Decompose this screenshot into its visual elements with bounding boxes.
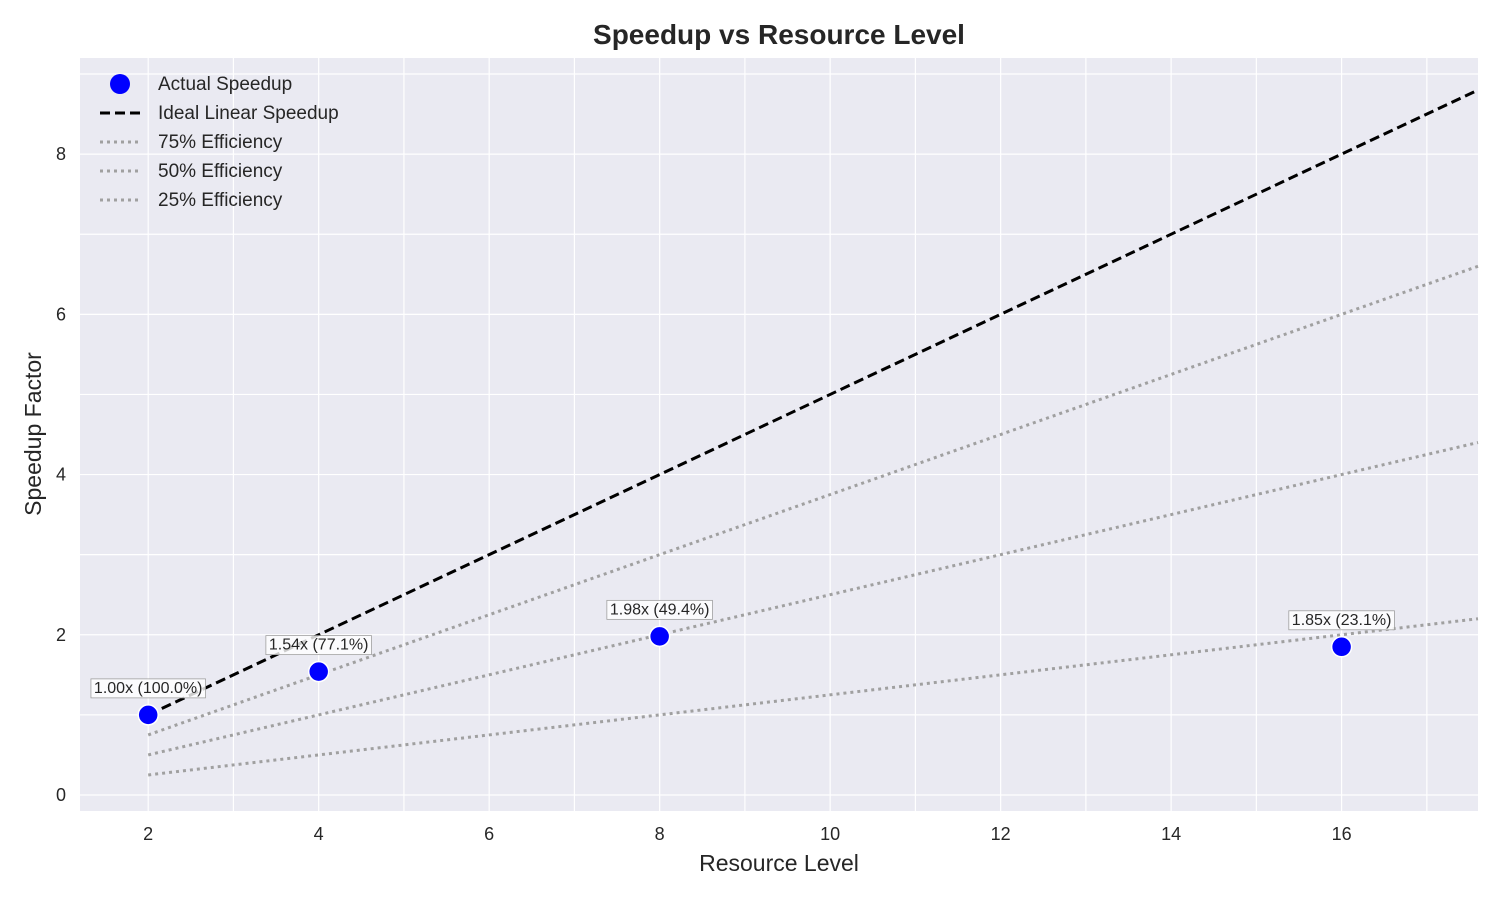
legend-entry: 50% Efficiency [100,161,283,182]
annotation-label: 1.98x (49.4%) [610,601,710,618]
x-tick-labels: 24681012141618 [143,824,1352,844]
legend-entry: Actual Speedup [110,74,292,95]
annotation-box [265,635,372,656]
x-tick-label: 6 [484,824,494,844]
legend-label: 50% Efficiency [158,161,283,182]
annotation-box [90,678,206,699]
y-tick-labels: 0 2 4 6 8 [56,144,66,805]
annotation-box [1288,610,1395,631]
x-tick-label: 16 [1332,824,1352,844]
y-tick-label: 2 [56,625,66,645]
chart-title: Speedup vs Resource Level [593,19,965,50]
x-tick-label: 14 [1161,824,1181,844]
y-axis-label: Speedup Factor [20,352,46,516]
reference-lines [147,88,1479,777]
point-annotations: 1.00x (100.0%) 1.54x (77.1%) 1.98x (49.4%)… [90,599,1395,699]
y-tick-label: 0 [56,785,66,805]
legend: Actual Speedup Ideal Linear Speedup 75% Ef… [100,74,339,211]
scatter-point [307,660,330,683]
scatter-point [137,704,159,726]
x-tick-label: 2 [143,824,153,844]
x-tick-label: 12 [991,824,1011,844]
annotation-label: 1.85x (23.1%) [1292,612,1392,629]
series-line-25-efficiency [148,617,1479,777]
legend-label: 75% Efficiency [158,132,283,153]
scatter-point [1330,636,1353,658]
data-points [137,625,1353,726]
legend-entry: 75% Efficiency [100,132,283,153]
grid-lines [80,58,1478,811]
point-annotation: 1.54x (77.1%) [265,635,372,656]
legend-label: 25% Efficiency [158,190,283,211]
legend-label: Actual Speedup [158,74,292,95]
annotation-label: 1.54x (77.1%) [269,637,369,654]
annotation-box [606,599,713,620]
x-tick-label: 10 [820,824,840,844]
y-tick-label: 6 [56,304,66,324]
legend-entry: 25% Efficiency [100,190,283,211]
y-tick-label: 8 [56,144,66,164]
legend-label: Ideal Linear Speedup [158,103,339,124]
plot-area [80,58,1478,811]
x-tick-label: 8 [655,824,665,844]
legend-entry: Ideal Linear Speedup [100,103,339,124]
scatter-point [648,625,671,648]
y-tick-label: 4 [56,465,66,485]
point-annotation: 1.85x (23.1%) [1288,610,1395,631]
series-line-ideal-linear-speedup [147,88,1479,717]
legend-marker [110,74,130,94]
x-axis-label: Resource Level [699,850,859,876]
point-annotation: 1.98x (49.4%) [606,599,713,620]
x-tick-label: 4 [314,824,324,844]
annotation-label: 1.00x (100.0%) [94,680,203,697]
point-annotation: 1.00x (100.0%) [90,678,206,699]
